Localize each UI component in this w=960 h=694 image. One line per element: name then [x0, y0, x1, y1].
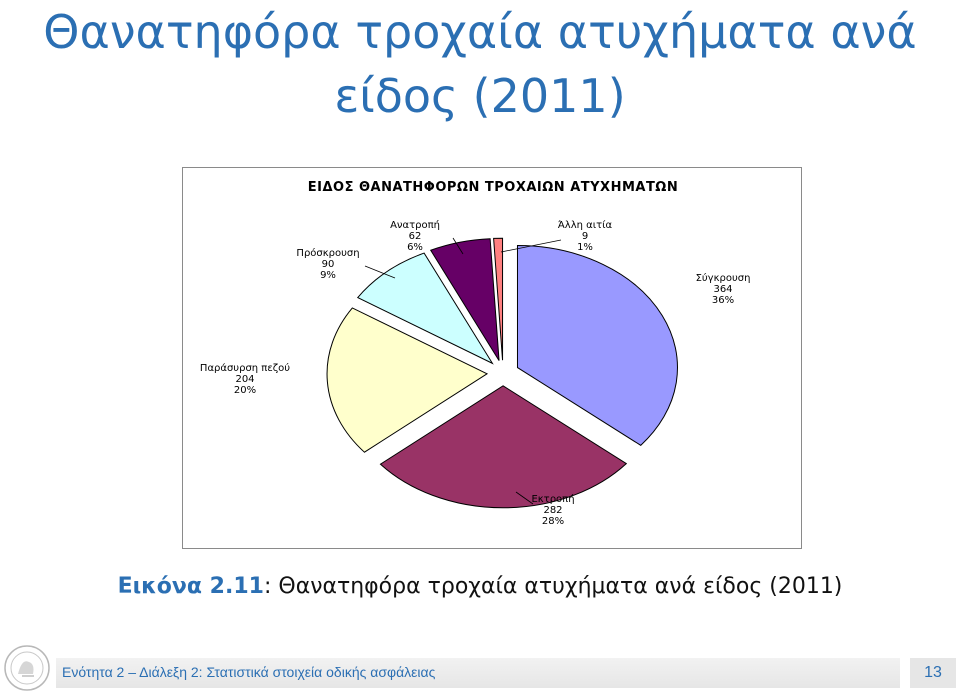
- slice-value-label: 62: [409, 231, 422, 242]
- pie-chart: ΕΙΔΟΣ ΘΑΝΑΤΗΦΟΡΩΝ ΤΡΟΧΑΙΩΝ ΑΤΥΧΗΜΑΤΩΝ Σύ…: [182, 167, 802, 549]
- slice-label: Σύγκρουση: [696, 272, 751, 284]
- slice-label: Πρόσκρουση: [296, 247, 359, 259]
- pie-slice: [326, 307, 489, 453]
- pie-slice: [356, 252, 494, 365]
- slice-percent-label: 36%: [712, 295, 734, 306]
- leader-line: [452, 237, 464, 255]
- slice-percent-label: 1%: [577, 242, 593, 253]
- slice-value-label: 90: [322, 259, 335, 270]
- caption-label: Εικόνα 2.11: [117, 574, 264, 599]
- slice-label: Παράσυρση πεζού: [200, 362, 290, 374]
- leader-line: [515, 491, 534, 505]
- slide-title-line1: Θανατηφόρα τροχαία ατυχήματα ανά: [43, 5, 917, 59]
- page-number: 13: [910, 658, 956, 688]
- footer-bar: [56, 658, 900, 688]
- university-seal-logo: [4, 645, 50, 691]
- pie-slice: [493, 237, 504, 361]
- slice-value-label: 282: [543, 505, 562, 516]
- slice-label: Εκτροπή: [531, 493, 574, 505]
- slice-percent-label: 28%: [542, 516, 564, 527]
- slice-label: Ανατροπή: [390, 219, 440, 231]
- pie-slice: [516, 245, 678, 446]
- pie-slice: [379, 385, 628, 509]
- slice-percent-label: 6%: [407, 242, 423, 253]
- caption-text: : Θανατηφόρα τροχαία ατυχήματα ανά είδος…: [263, 574, 843, 599]
- slice-value-label: 204: [235, 374, 254, 385]
- slide-title-line2: είδος (2011): [334, 69, 626, 123]
- leader-line: [364, 265, 396, 279]
- slice-value-label: 9: [582, 231, 588, 242]
- pie-slice: [429, 238, 500, 361]
- slice-value-label: 364: [713, 284, 732, 295]
- figure-caption: Εικόνα 2.11: Θανατηφόρα τροχαία ατυχήματ…: [0, 574, 960, 599]
- leader-line: [500, 239, 562, 253]
- slice-percent-label: 9%: [320, 270, 336, 281]
- footer-text: Ενότητα 2 – Διάλεξη 2: Στατιστικά στοιχε…: [62, 664, 436, 680]
- slice-percent-label: 20%: [234, 385, 256, 396]
- slice-label: Άλλη αιτία: [558, 219, 613, 231]
- slide-title: Θανατηφόρα τροχαία ατυχήματα ανά είδος (…: [0, 0, 960, 128]
- chart-title: ΕΙΔΟΣ ΘΑΝΑΤΗΦΟΡΩΝ ΤΡΟΧΑΙΩΝ ΑΤΥΧΗΜΑΤΩΝ: [307, 180, 679, 195]
